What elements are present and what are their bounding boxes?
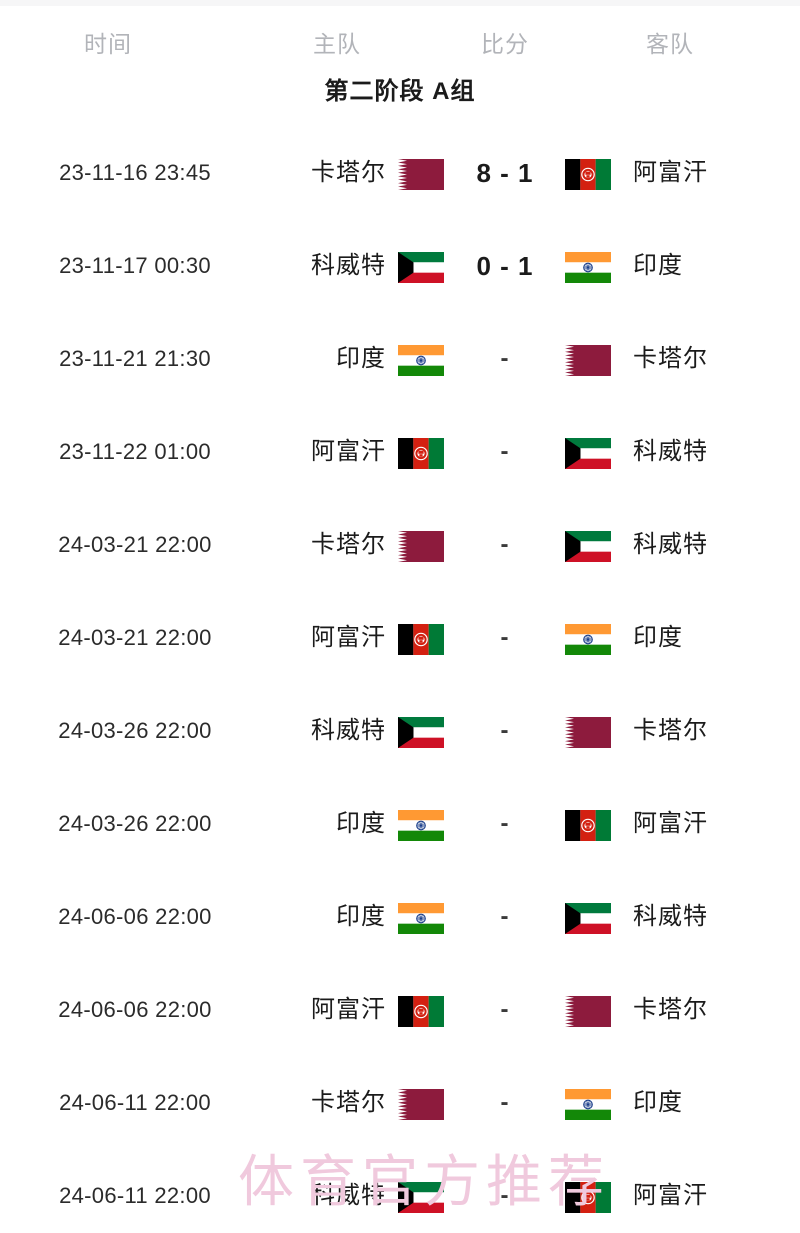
home-team-name: 卡塔尔 (311, 531, 386, 558)
qatar-flag-icon (565, 996, 611, 1027)
away-team-name: 科威特 (633, 438, 708, 465)
home-team-name: 阿富汗 (311, 624, 386, 651)
column-header-away: 客队 (646, 31, 694, 57)
match-row[interactable]: 24-03-26 22:00 科威特 - 卡塔尔 (0, 691, 800, 784)
match-row[interactable]: 23-11-21 21:30 印度 - (0, 319, 800, 412)
away-team-name: 卡塔尔 (633, 345, 708, 372)
match-time: 24-03-21 22:00 (58, 625, 212, 650)
kuwait-flag-icon (565, 438, 611, 469)
away-team-name: 阿富汗 (633, 1182, 708, 1209)
match-score: - (500, 996, 510, 1023)
match-row[interactable]: 23-11-16 23:45 卡塔尔 8 - 1 阿富汗 (0, 133, 800, 226)
home-team-name: 阿富汗 (311, 996, 386, 1023)
qatar-flag-icon (398, 1089, 444, 1120)
home-team-name: 印度 (336, 345, 386, 372)
match-time: 23-11-17 00:30 (59, 253, 211, 278)
match-score: - (500, 717, 510, 744)
india-flag-icon (398, 810, 444, 841)
afghanistan-flag-icon (565, 159, 611, 190)
away-team-name: 科威特 (633, 531, 708, 558)
match-score: - (500, 1182, 510, 1209)
kuwait-flag-icon (565, 903, 611, 934)
afghanistan-flag-icon (565, 810, 611, 841)
match-row[interactable]: 24-06-11 22:00 卡塔尔 - (0, 1063, 800, 1156)
away-team-name: 印度 (633, 252, 683, 279)
match-score: - (500, 345, 510, 372)
home-team-name: 印度 (336, 903, 386, 930)
match-row[interactable]: 24-03-21 22:00 卡塔尔 - 科威特 (0, 505, 800, 598)
match-row[interactable]: 23-11-22 01:00 阿富汗 - 科威特 (0, 412, 800, 505)
match-time: 24-06-11 22:00 (59, 1090, 211, 1115)
india-flag-icon (398, 345, 444, 376)
qatar-flag-icon (398, 159, 444, 190)
away-team-name: 卡塔尔 (633, 996, 708, 1023)
match-row[interactable]: 24-03-26 22:00 印度 - (0, 784, 800, 877)
match-score: - (500, 624, 510, 651)
kuwait-flag-icon (398, 252, 444, 283)
afghanistan-flag-icon (398, 624, 444, 655)
match-row[interactable]: 24-03-21 22:00 阿富汗 - (0, 598, 800, 691)
group-title: 第二阶段 A组 (324, 78, 476, 105)
match-time: 24-06-06 22:00 (58, 997, 212, 1022)
column-header-home: 主队 (313, 31, 361, 57)
away-team-name: 阿富汗 (633, 810, 708, 837)
india-flag-icon (565, 1089, 611, 1120)
top-divider (0, 0, 800, 6)
match-row[interactable]: 24-06-06 22:00 印度 - (0, 877, 800, 970)
match-score: - (500, 903, 510, 930)
column-header-time: 时间 (84, 31, 132, 57)
kuwait-flag-icon (565, 531, 611, 562)
home-team-name: 科威特 (311, 252, 386, 279)
home-team-name: 印度 (336, 810, 386, 837)
qatar-flag-icon (565, 717, 611, 748)
match-score: - (500, 810, 510, 837)
match-score: - (500, 438, 510, 465)
afghanistan-flag-icon (565, 1182, 611, 1213)
away-team-name: 卡塔尔 (633, 717, 708, 744)
match-score: 0 - 1 (476, 251, 534, 281)
match-score: 8 - 1 (476, 158, 534, 188)
match-row[interactable]: 24-06-06 22:00 阿富汗 - 卡塔尔 (0, 970, 800, 1063)
india-flag-icon (565, 624, 611, 655)
column-header-score: 比分 (481, 31, 529, 57)
match-time: 24-03-21 22:00 (58, 532, 212, 557)
kuwait-flag-icon (398, 717, 444, 748)
match-row[interactable]: 23-11-17 00:30 科威特 0 - 1 (0, 226, 800, 319)
home-team-name: 卡塔尔 (311, 159, 386, 186)
home-team-name: 卡塔尔 (311, 1089, 386, 1116)
qatar-flag-icon (565, 345, 611, 376)
away-team-name: 阿富汗 (633, 159, 708, 186)
match-time: 23-11-21 21:30 (59, 346, 211, 371)
home-team-name: 科威特 (311, 1182, 386, 1209)
match-row[interactable]: 24-06-11 22:00 科威特 - 阿富汗 (0, 1156, 800, 1233)
away-team-name: 科威特 (633, 903, 708, 930)
match-time: 24-06-11 22:00 (59, 1183, 211, 1208)
match-time: 23-11-16 23:45 (59, 160, 211, 185)
match-time: 24-03-26 22:00 (58, 718, 212, 743)
match-score: - (500, 531, 510, 558)
qatar-flag-icon (398, 531, 444, 562)
table-column-header: 时间 主队 比分 客队 (0, 22, 800, 66)
match-time: 24-06-06 22:00 (58, 904, 212, 929)
away-team-name: 印度 (633, 624, 683, 651)
match-score: - (500, 1089, 510, 1116)
match-time: 24-03-26 22:00 (58, 811, 212, 836)
away-team-name: 印度 (633, 1089, 683, 1116)
match-time: 23-11-22 01:00 (59, 439, 211, 464)
home-team-name: 阿富汗 (311, 438, 386, 465)
kuwait-flag-icon (398, 1182, 444, 1213)
match-list: 23-11-16 23:45 卡塔尔 8 - 1 阿富汗 23-11-17 00… (0, 133, 800, 1233)
home-team-name: 科威特 (311, 717, 386, 744)
india-flag-icon (398, 903, 444, 934)
afghanistan-flag-icon (398, 996, 444, 1027)
afghanistan-flag-icon (398, 438, 444, 469)
india-flag-icon (565, 252, 611, 283)
